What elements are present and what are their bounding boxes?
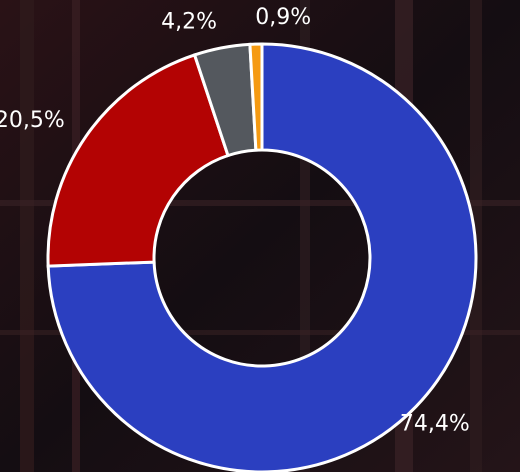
slice xyxy=(248,42,264,152)
value-label: 0,9% xyxy=(255,5,311,30)
value-label: 20,5% xyxy=(0,108,65,133)
value-label: 4,2% xyxy=(161,9,217,34)
slices xyxy=(46,42,478,472)
labels: 74,4% 20,5% 4,2% 0,9% xyxy=(0,5,470,436)
slice xyxy=(46,52,230,268)
slice xyxy=(46,42,478,472)
value-label: 74,4% xyxy=(400,411,470,436)
